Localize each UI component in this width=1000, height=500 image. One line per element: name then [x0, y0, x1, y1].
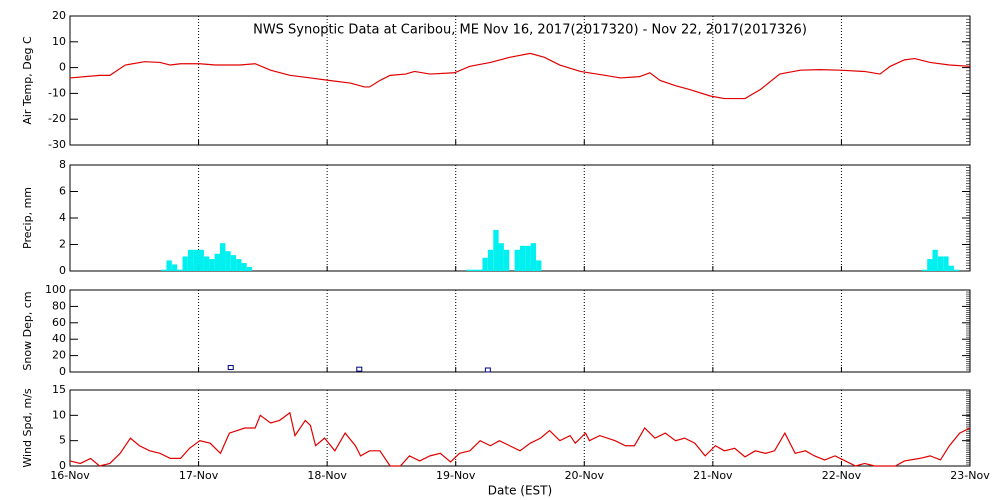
bar — [482, 257, 488, 271]
bar — [932, 249, 938, 271]
y-tick-label: 5 — [59, 434, 66, 447]
bar — [487, 249, 494, 271]
bar — [477, 269, 483, 271]
y-tick-label: -20 — [48, 112, 66, 125]
bar — [193, 249, 199, 271]
point — [356, 366, 363, 372]
bar — [161, 269, 167, 271]
bar — [471, 269, 478, 271]
bar — [514, 249, 520, 271]
bar — [241, 263, 247, 271]
y-tick-label: 100 — [45, 283, 66, 296]
bar — [177, 269, 183, 271]
bar — [525, 245, 531, 271]
bar — [236, 259, 242, 271]
bar — [937, 256, 944, 271]
bar — [498, 243, 504, 271]
x-axis-label: Date (EST) — [488, 484, 552, 498]
bar — [214, 253, 220, 271]
y-tick-label: 15 — [52, 383, 66, 396]
bar — [520, 245, 526, 271]
y-tick-label: 40 — [52, 332, 66, 345]
bar — [953, 269, 960, 271]
y-tick-label: 20 — [52, 9, 66, 22]
bar — [948, 265, 954, 271]
y-tick-label: 20 — [52, 349, 66, 362]
bar — [187, 249, 194, 271]
y-tick-label: 60 — [52, 316, 66, 329]
bar — [225, 251, 231, 271]
bar — [171, 264, 178, 271]
y-tick-label: 8 — [59, 158, 66, 171]
y-tick-label: 80 — [52, 299, 66, 312]
bar — [503, 249, 510, 271]
bar — [530, 243, 537, 271]
y-tick-label: -30 — [48, 138, 66, 151]
plot-frame — [69, 389, 971, 467]
bar — [943, 256, 949, 271]
bar — [220, 243, 226, 271]
data-line — [69, 411, 971, 467]
bar — [246, 267, 253, 271]
x-tick-label: 21-Nov — [693, 469, 733, 482]
y-axis-label: Wind Spd, m/s — [21, 388, 34, 468]
x-tick-label: 22-Nov — [822, 469, 862, 482]
bar — [230, 255, 237, 271]
bar — [536, 260, 542, 271]
x-tick-label: 23-Nov — [950, 469, 990, 482]
bar — [209, 259, 215, 271]
y-tick-label: 0 — [59, 264, 66, 277]
chart-title: NWS Synoptic Data at Caribou, ME Nov 16,… — [253, 23, 807, 38]
y-tick-label: -10 — [48, 86, 66, 99]
y-tick-label: 0 — [59, 61, 66, 74]
bar — [203, 256, 210, 271]
y-tick-label: 6 — [59, 185, 66, 198]
bar — [466, 269, 472, 271]
y-tick-label: 10 — [52, 408, 66, 421]
y-tick-label: 4 — [59, 211, 66, 224]
x-tick-label: 20-Nov — [565, 469, 605, 482]
y-tick-label: 2 — [59, 238, 66, 251]
plot-frame — [69, 289, 971, 373]
bar — [198, 249, 204, 271]
y-axis-label: Snow Dep, cm — [21, 291, 34, 370]
bar — [166, 260, 172, 271]
y-tick-label: 0 — [59, 365, 66, 378]
y-tick-label: 0 — [59, 459, 66, 472]
data-line — [69, 52, 971, 100]
x-tick-label: 17-Nov — [179, 469, 219, 482]
x-tick-label: 18-Nov — [307, 469, 347, 482]
bar — [927, 259, 933, 271]
y-tick-label: 10 — [52, 35, 66, 48]
y-axis-label: Precip, mm — [21, 187, 34, 249]
x-tick-label: 19-Nov — [436, 469, 476, 482]
x-tick-label: 16-Nov — [50, 469, 90, 482]
bar — [493, 229, 499, 271]
point — [484, 367, 491, 373]
bar — [182, 256, 188, 271]
y-axis-label: Air Temp, Deg C — [21, 36, 34, 125]
point — [227, 365, 234, 371]
bar — [921, 269, 928, 271]
